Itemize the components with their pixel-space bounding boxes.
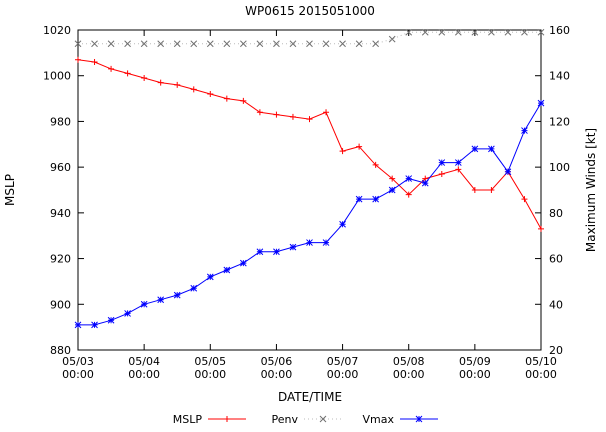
y-right-tick-label: 40 [549,298,563,311]
plot-area: 880 900 920 940 960 980 1000 1020 20 40 60 80 100 120… [43,24,570,381]
y-axis-label-right: Maximum Winds [kt] [584,128,598,252]
y-left-tick-label: 980 [50,115,71,128]
chart-title: WP0615 2015051000 [245,4,375,18]
x-tick-label: 05/09 00:00 [459,355,491,381]
legend-label-vmax: Vmax [363,413,395,426]
y-right-tick-label: 100 [549,161,570,174]
y-left-tick-label: 900 [50,298,71,311]
penv-series-markers [74,28,545,48]
legend-label-penv: Penv [272,413,299,426]
y-right-tick-label: 120 [549,115,570,128]
y-left-tick-label: 960 [50,161,71,174]
y-left-tick-label: 880 [50,344,71,357]
x-axis-label: DATE/TIME [278,390,342,404]
y-right-tick-label: 60 [549,253,563,266]
y-axis-label-left: MSLP [3,174,17,206]
legend-marker-mslp [224,416,230,422]
y-right-tick-label: 80 [549,207,563,220]
legend: MSLP Penv Vmax [173,413,438,426]
x-tick-label: 05/04 00:00 [128,355,160,381]
x-tick-label: 05/08 00:00 [393,355,425,381]
legend-marker-penv [319,415,327,423]
x-tick-label: 05/07 00:00 [327,355,359,381]
plot-border [77,29,542,351]
vmax-series-markers [74,99,545,329]
y-left-tick-label: 940 [50,207,71,220]
y-right-tick-label: 20 [549,344,563,357]
mslp-series-line [77,59,542,230]
x-tick-label: 05/03 00:00 [62,355,94,381]
mslp-series-markers [75,56,544,232]
x-tick-label: 05/06 00:00 [261,355,293,381]
legend-marker-vmax [415,415,423,423]
y-left-tick-label: 1000 [43,70,71,83]
penv-series-line [78,31,541,45]
y-right-tick-label: 160 [549,24,570,37]
x-tick-label: 05/05 00:00 [194,355,226,381]
x-tick-label: 05/10 00:00 [525,355,557,381]
vmax-series-line [78,102,542,326]
y-left-tick-label: 1020 [43,24,71,37]
legend-label-mslp: MSLP [173,413,203,426]
y-left-tick-label: 920 [50,253,71,266]
y-right-tick-label: 140 [549,70,570,83]
